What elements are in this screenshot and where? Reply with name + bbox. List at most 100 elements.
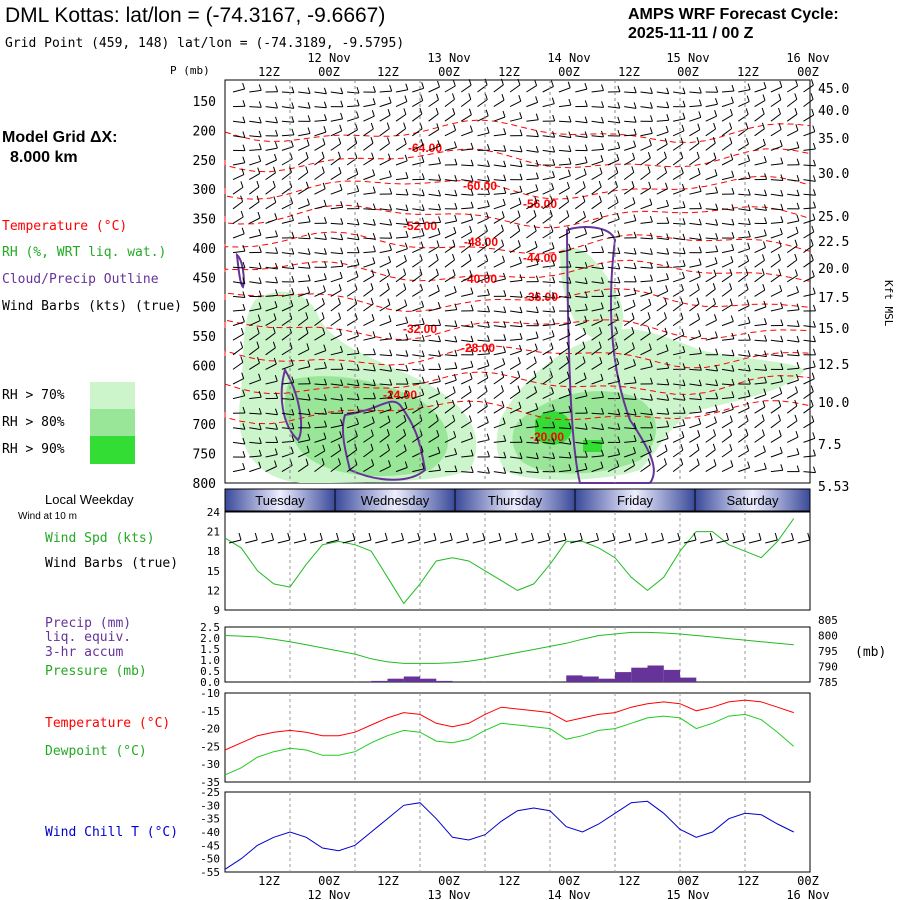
wind-barb-flag [291,287,295,295]
wind-barb-flag [356,393,360,400]
wind-barb [314,317,325,327]
wind-barb-flag [647,327,651,334]
wind-barb-flag [715,232,719,240]
wind-barb-flag [452,79,456,87]
wind-barb [314,143,326,151]
wind-barb-flag [568,405,572,413]
wind-barb [803,99,814,107]
pressure-tick-label: 650 [193,389,216,404]
wind-barb-flag [500,224,504,231]
wind-barb [591,347,602,356]
wind-barb-flag [649,433,653,441]
surface-wind-barb [586,539,599,544]
wind-barb-flag [438,157,441,164]
wind-barb-flag [729,108,733,116]
wind-barb-flag [583,210,586,218]
wind-barb-flag [307,274,311,281]
wind-barb [672,318,684,327]
wind-barb-flag [633,359,636,366]
wind-barb-flag [552,114,556,122]
height-tick-label: 22.5 [818,235,849,250]
wind-barb-flag [370,283,374,290]
wind-barb-flag [601,437,605,444]
wind-barb [640,304,652,312]
wind-barb-flag [306,198,310,205]
wind-barb-flag [486,433,490,440]
wind-barb-flag [436,240,440,247]
wind-barb-flag [372,245,376,252]
wind-barb [444,436,456,443]
wind-barb [558,281,571,284]
precip-bar [663,669,681,682]
wind-barb-flag [421,155,425,163]
wind-barb [656,426,669,429]
wind-barb-flag [681,183,685,191]
wind-barb-flag [617,230,621,237]
wind-barb [624,293,637,297]
wind-barb [265,454,278,458]
wind-barb [624,382,637,385]
wind-barb-flag [601,130,604,138]
wind-barb-flag [813,466,816,473]
wind-barb [347,91,360,94]
wind-barb [281,293,294,297]
wind-barb-flag [404,299,408,306]
wind-barb [656,350,669,356]
wind-barb-flag [764,204,767,211]
wind-barb-flag [666,233,670,240]
height-tick-label: 10.0 [818,396,849,411]
wind-barb [444,113,455,122]
top-date-tick-label: 12 Nov [307,51,350,65]
wind-barb-flag [535,146,539,153]
wind-barb [298,366,311,370]
wind-barb [232,186,244,195]
wind-barb-flag [599,167,603,174]
wind-barb-flag [518,197,522,204]
wind-barb-flag [484,93,488,100]
wind-barb-flag [388,96,392,104]
wind-barb [249,186,260,195]
temperature-line [224,699,794,751]
wind-barb [640,317,651,327]
bottom-date-tick-label: 15 Nov [666,888,709,900]
wind-barb [705,103,718,108]
pressure-tick-label: 200 [193,124,216,139]
wind-barb-flag [762,283,766,291]
forecast-cycle-value: 2025-11-11 / 00 Z [628,25,754,42]
wind-barb-flag [436,400,439,407]
wind-barb-flag [372,86,376,93]
wind-barb [330,237,343,241]
wind-barb [721,421,733,429]
bottom-hour-tick-label: 12Z [737,874,759,888]
wind-barb [558,411,571,414]
wind-speed-panel-tick-label: 9 [213,604,220,617]
wind-barb-flag [584,303,588,311]
surface-wind-barb [423,539,437,544]
wind-barb-flag [730,460,734,467]
surface-wind-barb-flag [417,532,421,541]
wind-barb [787,325,800,327]
wind-barb-flag [274,460,277,467]
wind-barb [770,392,782,400]
wind-barb [281,364,294,370]
wind-barb-flag [763,156,767,163]
wind-barb-flag [305,181,309,188]
wind-barb-flag [761,107,765,115]
wind-barb [363,174,375,181]
wind-barb [444,354,457,357]
wind-barb-flag [274,213,278,220]
wind-barb-flag [583,372,587,379]
wind-barb [363,237,376,240]
wind-barb-flag [778,268,782,276]
wind-barb-flag [469,270,473,277]
wind-barb [314,188,326,195]
wind-barb [281,106,294,109]
wind-barb [770,259,781,268]
wind-barb-flag [584,261,588,269]
wind-barb [249,332,260,341]
wind-barb [314,367,327,370]
wind-barb [444,325,457,327]
wind-barb [379,354,392,357]
wind-barb-flag [697,168,701,175]
wind-barb-flag [713,297,716,305]
